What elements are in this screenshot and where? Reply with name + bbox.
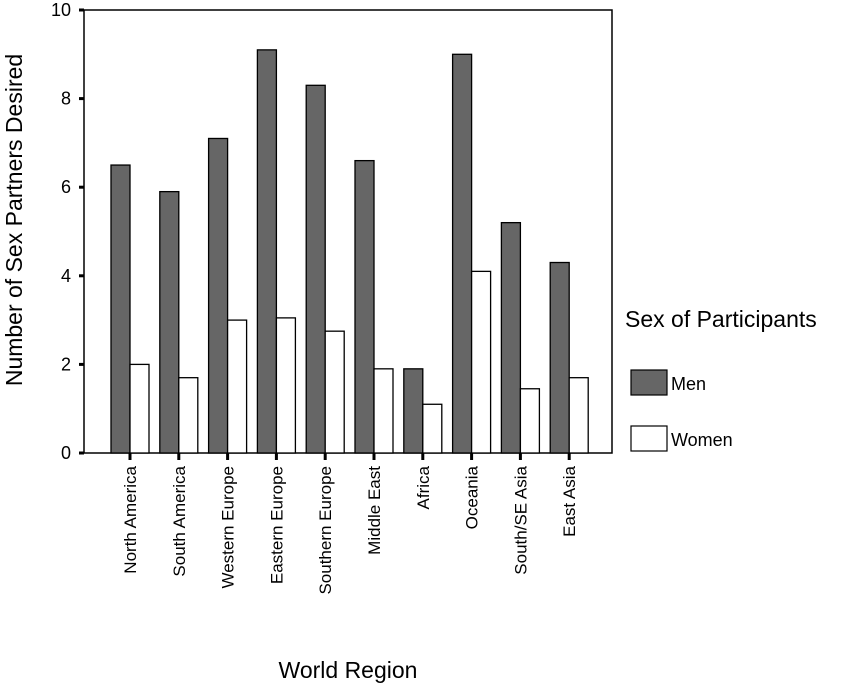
x-tick-label: South America bbox=[170, 465, 189, 576]
bar-women-7 bbox=[470, 270, 492, 454]
bar-women-5 bbox=[373, 368, 394, 454]
bar-men-1 bbox=[159, 190, 180, 454]
x-axis-title: World Region bbox=[279, 657, 418, 683]
bar-women-8 bbox=[519, 388, 541, 454]
y-tick-label: 8 bbox=[61, 89, 71, 109]
legend: Sex of Participants Men Women bbox=[625, 306, 817, 452]
y-tick-label: 2 bbox=[61, 354, 71, 374]
y-tick-label: 4 bbox=[61, 266, 71, 286]
x-tick-label: Eastern Europe bbox=[267, 466, 286, 584]
x-tick-label: Middle East bbox=[365, 466, 384, 555]
legend-title: Sex of Participants bbox=[625, 306, 817, 332]
bar-men-8 bbox=[500, 221, 522, 454]
y-tick-label: 6 bbox=[61, 177, 71, 197]
x-tick-label: East Asia bbox=[560, 465, 579, 536]
legend-swatch-women bbox=[630, 425, 668, 452]
bar-women-9 bbox=[568, 377, 589, 454]
x-tick-label: North America bbox=[121, 465, 140, 573]
bar-women-0 bbox=[129, 363, 150, 454]
y-tick-label: 10 bbox=[51, 0, 71, 20]
x-tick-label: Western Europe bbox=[219, 466, 238, 589]
y-axis: 0 2 4 6 8 10 bbox=[51, 0, 84, 463]
bar-men-6 bbox=[403, 368, 424, 454]
x-tick-label: Southern Europe bbox=[316, 466, 335, 595]
bars bbox=[110, 49, 589, 454]
y-axis-title: Number of Sex Partners Desired bbox=[1, 54, 27, 386]
bar-women-1 bbox=[178, 377, 199, 454]
bar-men-9 bbox=[549, 261, 570, 454]
x-axis: North America South America Western Europe… bbox=[121, 453, 579, 595]
y-tick-label: 0 bbox=[61, 443, 71, 463]
x-tick-label: Africa bbox=[414, 465, 433, 509]
x-tick-label: South/SE Asia bbox=[511, 465, 530, 574]
bar-women-4 bbox=[324, 330, 345, 454]
bar-men-4 bbox=[305, 84, 326, 454]
legend-label-men: Men bbox=[671, 374, 706, 394]
bar-men-0 bbox=[110, 164, 131, 454]
x-tick-label: Oceania bbox=[463, 465, 482, 529]
legend-label-women: Women bbox=[671, 430, 733, 450]
bar-women-2 bbox=[226, 319, 248, 454]
bar-men-5 bbox=[354, 159, 375, 454]
bar-men-7 bbox=[451, 53, 473, 454]
bar-men-3 bbox=[256, 49, 278, 454]
plot-frame bbox=[83, 9, 613, 454]
bar-women-6 bbox=[422, 403, 443, 454]
bar-women-3 bbox=[275, 317, 297, 454]
bar-men-2 bbox=[207, 137, 229, 454]
legend-swatch-men bbox=[630, 369, 668, 396]
